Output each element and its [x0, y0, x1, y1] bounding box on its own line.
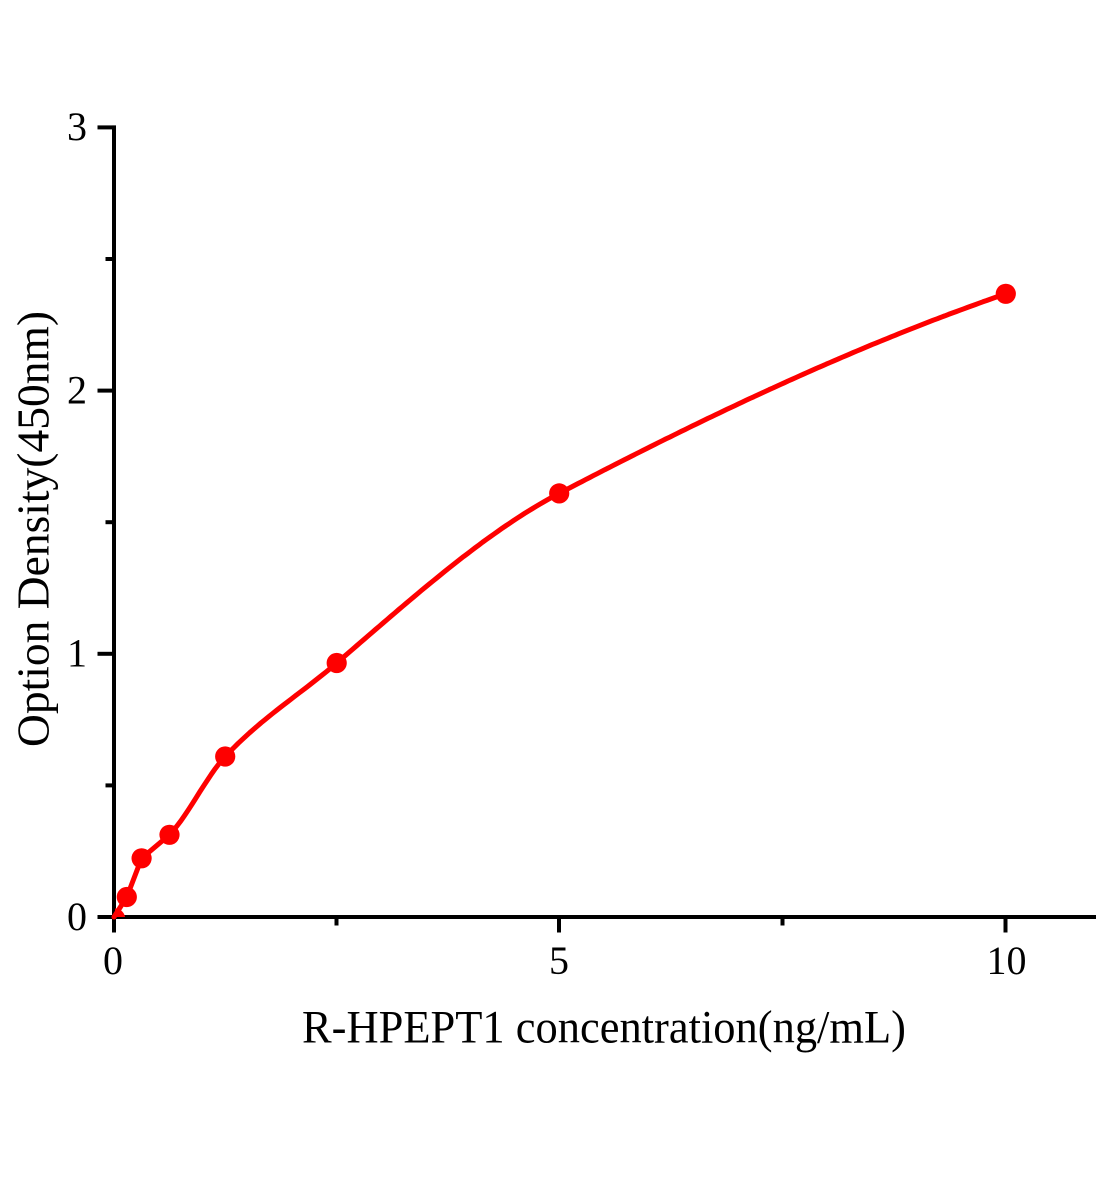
svg-text:Option Density(450nm): Option Density(450nm) [8, 311, 59, 747]
svg-text:10: 10 [987, 938, 1027, 983]
svg-text:R-HPEPT1 concentration(ng/mL): R-HPEPT1 concentration(ng/mL) [302, 1003, 906, 1054]
svg-text:0: 0 [67, 894, 87, 939]
svg-text:0: 0 [103, 938, 123, 983]
svg-text:2: 2 [67, 367, 87, 412]
svg-text:5: 5 [549, 938, 569, 983]
svg-text:3: 3 [67, 104, 87, 149]
svg-text:1: 1 [67, 631, 87, 676]
